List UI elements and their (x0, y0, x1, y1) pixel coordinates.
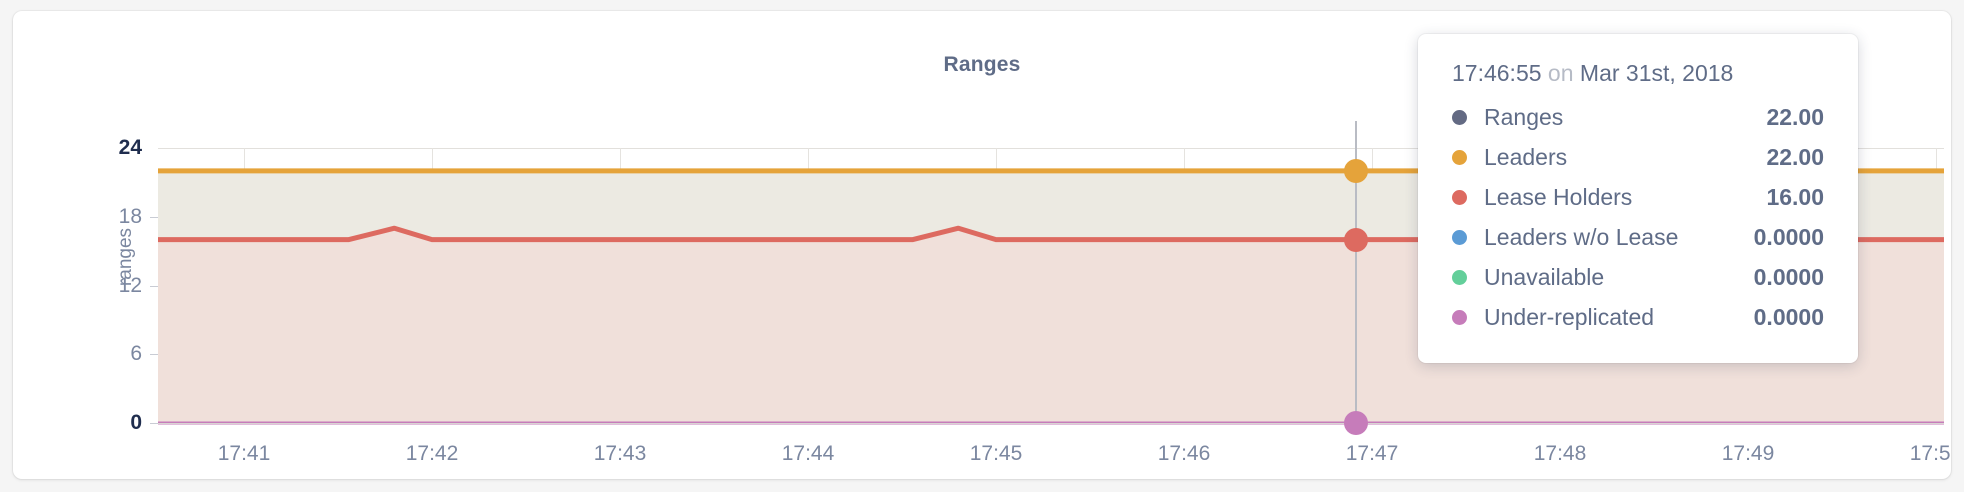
legend-dot-icon (1452, 269, 1467, 285)
tooltip-series-label: Leaders w/o Lease (1484, 223, 1679, 250)
tooltip-row: Lease Holders 16.00 (1452, 177, 1824, 217)
y-gridline (158, 148, 1944, 149)
x-tick-label: 17:45 (969, 442, 1023, 465)
x-axis-line (158, 423, 1944, 424)
tooltip-on-word: on (1547, 60, 1574, 86)
tooltip-series-label: Under-replicated (1484, 303, 1655, 330)
legend-dot-icon (1452, 229, 1467, 245)
tooltip-series-value: 0.0000 (1753, 263, 1824, 290)
tooltip-series-label: Leaders (1484, 143, 1568, 170)
cursor-marker-leaders (1344, 158, 1369, 183)
y-tick-mark (150, 354, 158, 356)
tooltip-series-label: Ranges (1484, 103, 1564, 130)
chart-title: Ranges (943, 53, 1021, 76)
y-tick-label: 6 (130, 342, 142, 366)
tooltip-row: Ranges 22.00 (1452, 97, 1824, 137)
tooltip-series-value: 16.00 (1766, 183, 1824, 210)
cursor-crosshair-line (1355, 121, 1358, 423)
tooltip-series-value: 0.0000 (1753, 303, 1824, 330)
legend-dot-icon (1452, 309, 1467, 325)
y-tick-label: 24 (118, 136, 142, 159)
cursor-marker-under-replicated (1344, 411, 1369, 435)
x-tick-label: 17:44 (781, 442, 835, 465)
cursor-marker-lease-holders (1344, 227, 1369, 252)
tooltip-header: 17:46:55 on Mar 31st, 2018 (1452, 60, 1824, 87)
x-tick-label: 17:41 (217, 442, 271, 465)
x-tick-label: 17:49 (1721, 442, 1775, 465)
tooltip-series-label: Lease Holders (1484, 183, 1633, 210)
y-tick-mark (150, 423, 158, 424)
tooltip-row: Leaders 22.00 (1452, 137, 1824, 177)
tooltip-series-label: Unavailable (1484, 263, 1605, 290)
tooltip-series-value: 22.00 (1766, 103, 1824, 130)
x-tick-label: 17:46 (1157, 442, 1211, 465)
x-tick-label: 17:43 (593, 442, 647, 465)
x-tick-label: 17:48 (1533, 442, 1587, 465)
y-tick-mark (150, 216, 158, 218)
legend-dot-icon (1452, 149, 1467, 165)
tooltip-row: Under-replicated 0.0000 (1452, 297, 1824, 337)
tooltip-series-value: 22.00 (1766, 143, 1824, 170)
x-tick-label: 17:47 (1345, 442, 1399, 465)
x-tick-label: 17:42 (405, 442, 459, 465)
tooltip-series-value: 0.0000 (1753, 223, 1824, 250)
tooltip-date: Mar 31st, 2018 (1579, 60, 1734, 86)
y-tick-mark (150, 285, 158, 287)
x-tick-label: 17:50 (1909, 442, 1951, 465)
y-tick-label: 0 (130, 411, 142, 434)
tooltip-row: Leaders w/o Lease 0.0000 (1452, 217, 1824, 257)
legend-dot-icon (1452, 189, 1467, 205)
tooltip-time: 17:46:55 (1452, 60, 1542, 86)
chart-tooltip: 17:46:55 on Mar 31st, 2018 Ranges 22.00 Le… (1418, 34, 1858, 363)
tooltip-rows: Ranges 22.00 Leaders 22.00 Lease Holders 16.0… (1452, 97, 1824, 337)
y-tick-label: 18 (118, 204, 142, 228)
ranges-chart-card: Ranges ranges 0 6 12 18 24 17:41 17:42 17:43 17… (13, 11, 1951, 479)
y-tick-label: 12 (118, 273, 142, 297)
legend-dot-icon (1452, 109, 1467, 125)
tooltip-row: Unavailable 0.0000 (1452, 257, 1824, 297)
